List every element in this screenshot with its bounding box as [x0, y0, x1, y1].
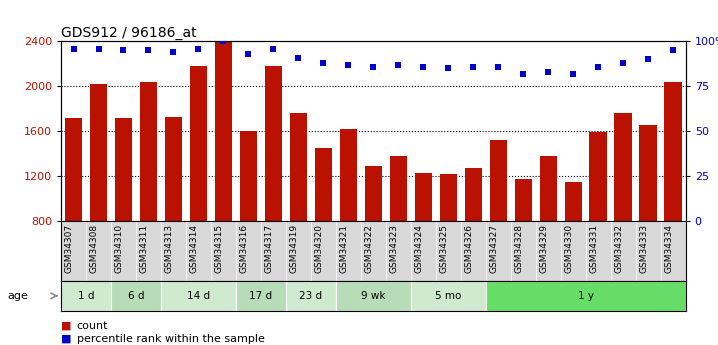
Point: [493, 64, 504, 69]
Bar: [61, 281, 111, 310]
Point: [268, 46, 279, 51]
Text: GSM34334: GSM34334: [664, 224, 673, 273]
Bar: [289, 113, 307, 221]
Bar: [336, 281, 411, 310]
Point: [467, 64, 479, 69]
Bar: [314, 148, 332, 221]
Point: [192, 46, 204, 51]
Text: GSM34321: GSM34321: [340, 224, 348, 273]
Text: GSM34330: GSM34330: [564, 224, 573, 273]
Text: GSM34328: GSM34328: [514, 224, 523, 273]
Bar: [439, 174, 457, 221]
Bar: [215, 41, 232, 221]
Text: count: count: [77, 321, 108, 331]
Text: 14 d: 14 d: [187, 291, 210, 301]
Text: GSM34317: GSM34317: [264, 224, 274, 273]
Bar: [190, 66, 208, 221]
Text: 1 y: 1 y: [578, 291, 594, 301]
Bar: [486, 281, 686, 310]
Point: [543, 69, 554, 75]
Bar: [390, 156, 407, 221]
Text: GSM34329: GSM34329: [539, 224, 549, 273]
Point: [643, 57, 654, 62]
Bar: [265, 66, 282, 221]
Bar: [664, 82, 682, 221]
Bar: [286, 281, 336, 310]
Bar: [161, 281, 236, 310]
Text: GSM34327: GSM34327: [489, 224, 498, 273]
Text: ■: ■: [61, 334, 72, 344]
Text: GDS912 / 96186_at: GDS912 / 96186_at: [61, 26, 197, 40]
Bar: [640, 126, 657, 221]
Bar: [90, 84, 107, 221]
Bar: [115, 118, 132, 221]
Bar: [140, 82, 157, 221]
Text: ■: ■: [61, 321, 72, 331]
Point: [93, 46, 104, 51]
Text: 1 d: 1 d: [78, 291, 94, 301]
Bar: [365, 166, 382, 221]
Text: GSM34308: GSM34308: [90, 224, 98, 273]
Point: [143, 48, 154, 53]
Text: GSM34310: GSM34310: [114, 224, 123, 273]
Point: [617, 60, 629, 66]
Text: GSM34333: GSM34333: [639, 224, 648, 273]
Text: 5 mo: 5 mo: [435, 291, 462, 301]
Point: [317, 60, 329, 66]
Bar: [490, 140, 507, 221]
Bar: [465, 168, 482, 221]
Bar: [240, 131, 257, 221]
Point: [293, 55, 304, 60]
Point: [218, 39, 229, 44]
Bar: [236, 281, 286, 310]
Text: GSM34323: GSM34323: [389, 224, 398, 273]
Point: [67, 46, 79, 51]
Text: GSM34326: GSM34326: [465, 224, 473, 273]
Text: GSM34320: GSM34320: [314, 224, 323, 273]
Bar: [164, 117, 182, 221]
Bar: [65, 118, 83, 221]
Text: GSM34331: GSM34331: [589, 224, 598, 273]
Bar: [564, 181, 582, 221]
Point: [243, 51, 254, 57]
Text: GSM34314: GSM34314: [190, 224, 198, 273]
Text: GSM34313: GSM34313: [164, 224, 174, 273]
Bar: [539, 156, 557, 221]
Text: GSM34311: GSM34311: [139, 224, 149, 273]
Point: [418, 64, 429, 69]
Bar: [111, 281, 161, 310]
Text: 6 d: 6 d: [128, 291, 144, 301]
Point: [342, 62, 354, 68]
Point: [567, 71, 579, 77]
Text: GSM34324: GSM34324: [414, 224, 424, 273]
Point: [518, 71, 529, 77]
Text: age: age: [7, 291, 28, 301]
Text: percentile rank within the sample: percentile rank within the sample: [77, 334, 265, 344]
Text: GSM34315: GSM34315: [215, 224, 223, 273]
Point: [442, 66, 454, 71]
Text: GSM34325: GSM34325: [439, 224, 448, 273]
Text: GSM34332: GSM34332: [614, 224, 623, 273]
Point: [118, 48, 129, 53]
Bar: [589, 132, 607, 221]
Bar: [414, 172, 432, 221]
Point: [592, 64, 604, 69]
Bar: [515, 179, 532, 221]
Bar: [340, 129, 357, 221]
Bar: [615, 113, 632, 221]
Bar: [411, 281, 486, 310]
Text: 17 d: 17 d: [249, 291, 273, 301]
Point: [168, 49, 180, 55]
Text: GSM34316: GSM34316: [239, 224, 248, 273]
Text: GSM34319: GSM34319: [289, 224, 299, 273]
Point: [668, 48, 679, 53]
Text: 23 d: 23 d: [299, 291, 322, 301]
Text: GSM34322: GSM34322: [364, 224, 373, 273]
Text: GSM34307: GSM34307: [65, 224, 73, 273]
Point: [393, 62, 404, 68]
Text: 9 wk: 9 wk: [361, 291, 386, 301]
Point: [368, 64, 379, 69]
